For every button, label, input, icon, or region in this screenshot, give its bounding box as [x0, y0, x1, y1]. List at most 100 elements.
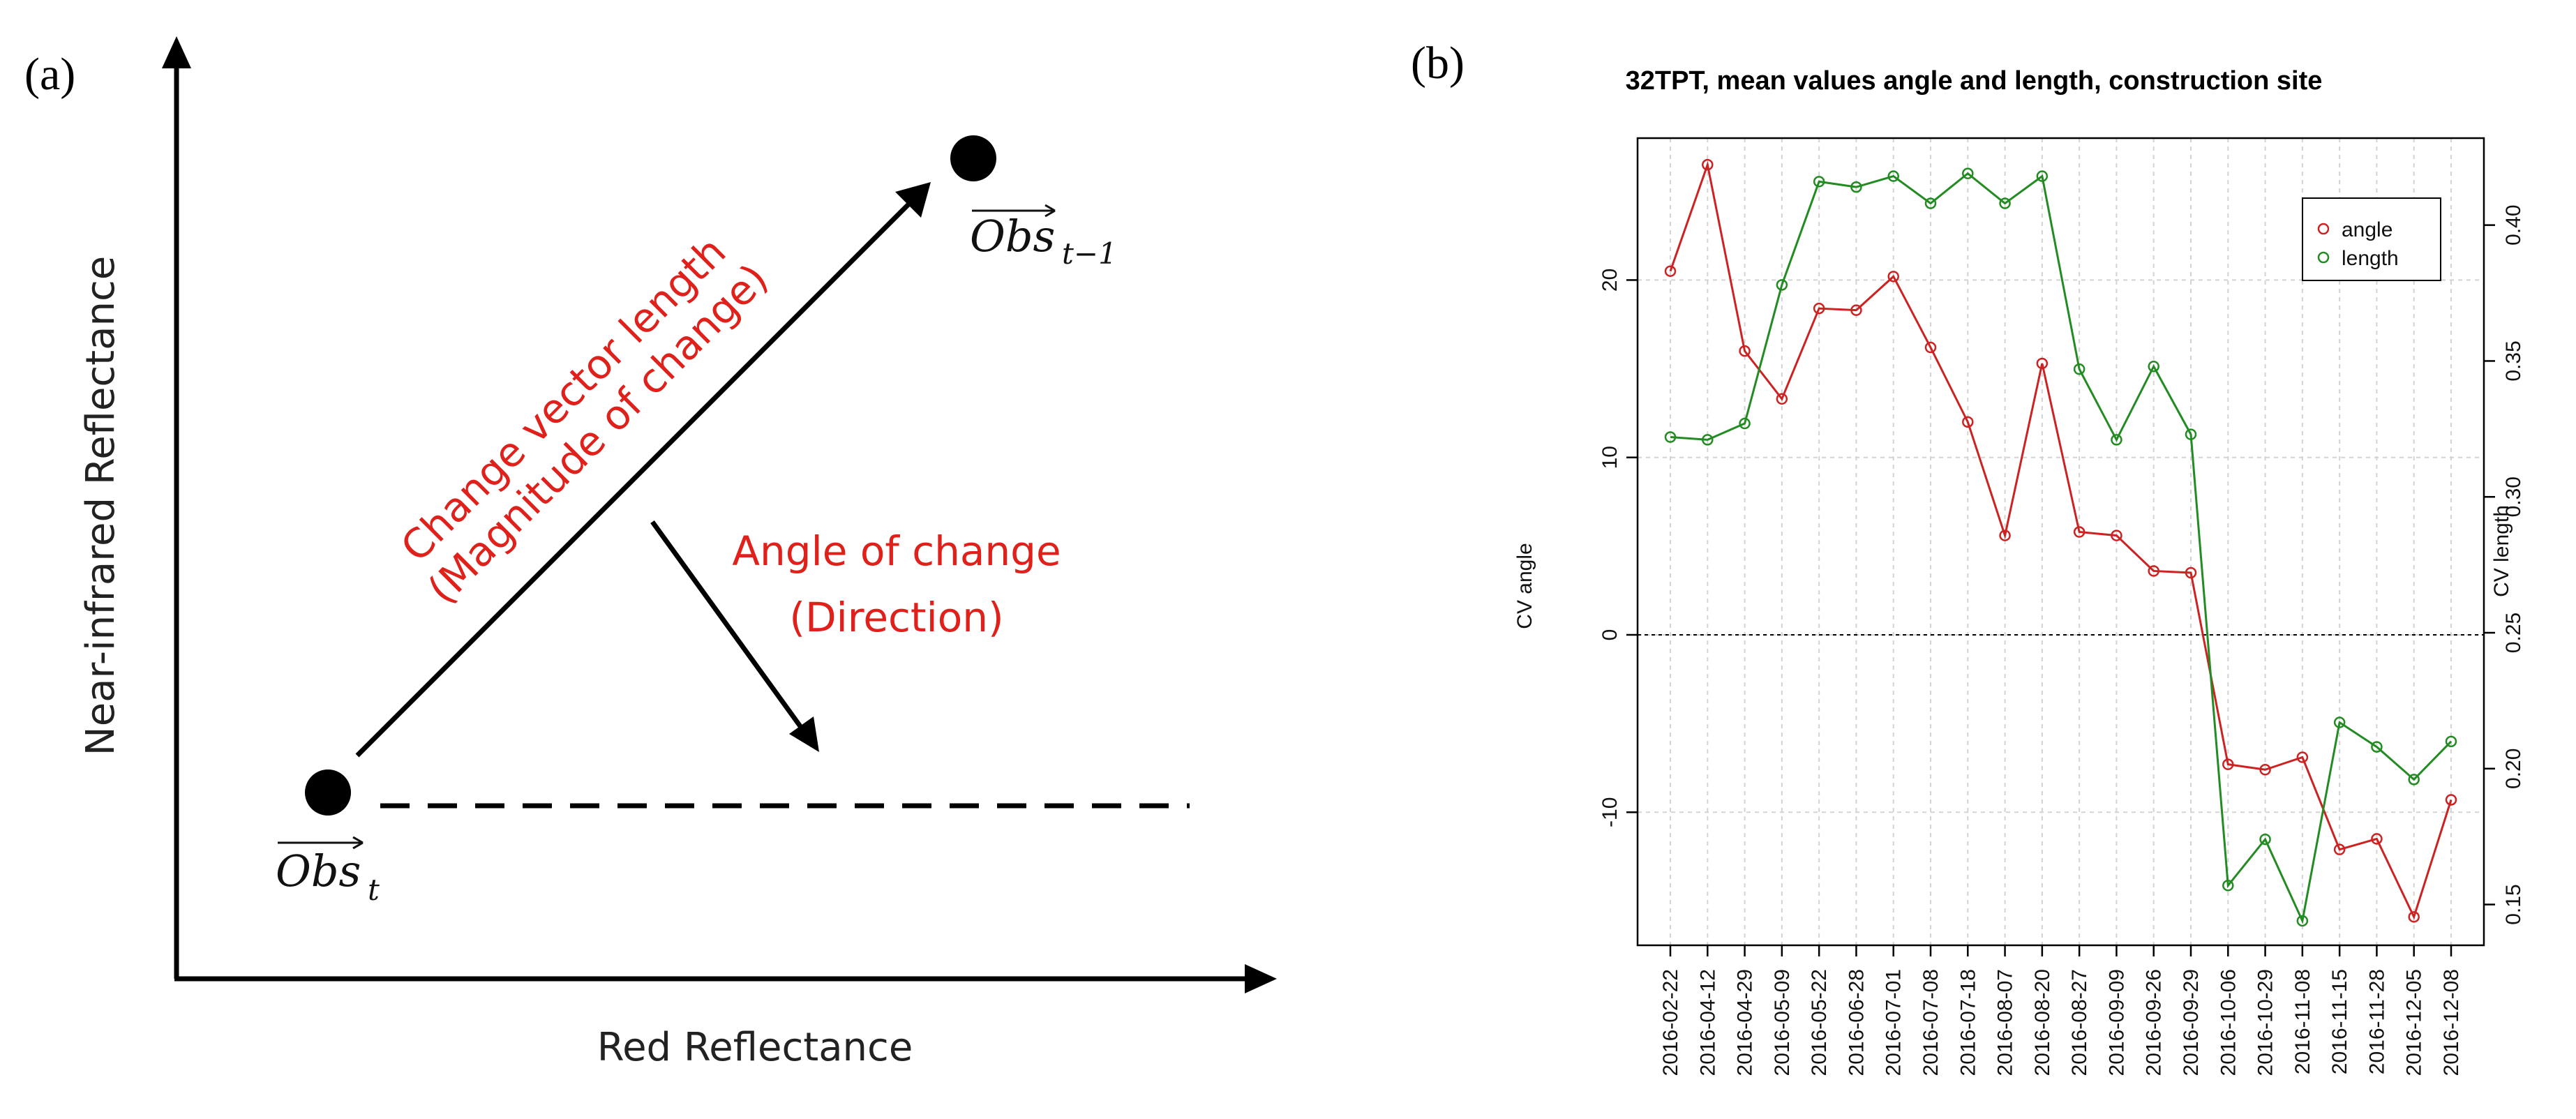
right-tick-label: 0.40: [2502, 204, 2525, 245]
plot-area: -10 0 10 20 0.15 0.20 0.25 0.30 0.35 0.40 2016-02-…: [1598, 137, 2525, 1076]
data-point-length: [1962, 167, 1974, 179]
data-point-length: [1776, 279, 1788, 291]
data-point-length: [1739, 417, 1751, 430]
data-point-angle: [2259, 764, 2271, 776]
x-tick-label: 2016-02-22: [1659, 969, 1682, 1076]
data-point-angle: [2036, 357, 2049, 370]
right-y-axis-label: CV length: [2490, 505, 2513, 597]
data-point-angle: [2333, 843, 2346, 855]
obs-t1-point: [950, 135, 996, 181]
data-point-angle: [2111, 530, 2122, 541]
chart-title: 32TPT, mean values angle and length, con…: [1626, 66, 2323, 96]
data-point-length: [1664, 431, 1677, 443]
x-tick-label: 2016-12-08: [2440, 969, 2463, 1076]
data-point-angle: [1813, 302, 1825, 315]
data-point-length: [2333, 716, 2346, 728]
panel-b: (b) 32TPT, mean values angle and length,…: [1411, 38, 2525, 1076]
data-point-length: [2408, 774, 2420, 786]
x-tick-label: 2016-07-18: [1956, 969, 1979, 1076]
obs-t-main: Obs: [276, 846, 361, 896]
data-point-length: [2371, 741, 2383, 753]
data-point-length: [1702, 434, 1714, 446]
obs-t-sub: t: [368, 873, 380, 907]
right-tick-label: 0.15: [2502, 884, 2525, 924]
data-point-angle: [2408, 911, 2420, 923]
change-vector-arrow: [355, 201, 912, 758]
data-point-angle: [2296, 751, 2309, 763]
x-tick-label: 2016-04-29: [1734, 969, 1757, 1076]
x-tick-label: 2016-07-01: [1882, 969, 1905, 1076]
x-tick-label: 2016-04-12: [1696, 969, 1719, 1076]
x-tick-label: 2016-07-08: [1919, 969, 1942, 1076]
left-tick-label: 10: [1598, 446, 1622, 469]
data-point-angle: [1664, 265, 1677, 277]
data-point-angle: [1739, 345, 1751, 357]
x-tick-label: 2016-05-09: [1771, 969, 1794, 1076]
change-vector-arrowhead: [895, 182, 931, 218]
vector-length-line2: (Magnitude of change): [419, 255, 777, 613]
data-point-length: [1850, 181, 1862, 193]
x-tick-label: 2016-12-05: [2403, 969, 2426, 1076]
data-point-angle: [1962, 416, 1974, 428]
right-tick-label: 0.20: [2502, 749, 2525, 789]
legend-label-length: length: [2342, 247, 2399, 270]
x-tick-label: 2016-11-15: [2328, 969, 2351, 1074]
x-tick-label: 2016-06-28: [1845, 969, 1868, 1076]
obs-t-vector-tip: [352, 836, 364, 850]
data-point-length: [1999, 197, 2011, 209]
data-point-length: [1887, 170, 1899, 182]
data-point-angle: [1776, 393, 1788, 405]
data-point-angle: [2222, 758, 2234, 770]
data-point-length: [2259, 833, 2271, 846]
x-tick-label: 2016-05-22: [1808, 969, 1831, 1076]
angle-label-line2: (Direction): [789, 594, 1003, 641]
legend-marker-angle: [2317, 223, 2330, 235]
legend-label-angle: angle: [2342, 218, 2392, 241]
data-point-length: [1924, 197, 1937, 209]
obs-t1-sub: t−1: [1062, 236, 1117, 271]
vector-length-label: Change vector length (Magnitude of chang…: [391, 227, 777, 613]
x-tick-label: 2016-10-29: [2254, 969, 2277, 1076]
x-tick-label: 2016-10-06: [2217, 969, 2240, 1076]
data-point-angle: [2445, 794, 2457, 806]
right-tick-label: 0.25: [2502, 613, 2525, 653]
data-point-angle: [1702, 158, 1714, 171]
panel-label-a: (a): [24, 49, 75, 100]
obs-t-label: Obs t: [276, 836, 380, 907]
x-tick-label: 2016-08-27: [2068, 969, 2091, 1076]
data-point-length: [1813, 176, 1825, 188]
data-point-angle: [2148, 565, 2159, 577]
data-point-angle: [1887, 271, 1899, 283]
legend-marker-length: [2317, 251, 2330, 264]
data-point-length: [2111, 434, 2122, 446]
plot-frame: [1636, 137, 2485, 947]
right-tick-label: 0.30: [2502, 476, 2525, 517]
right-tick-label: 0.35: [2502, 340, 2525, 381]
data-point-length: [2185, 428, 2197, 440]
x-tick-label: 2016-11-28: [2365, 969, 2388, 1074]
obs-t1-label: Obs t−1: [970, 204, 1117, 271]
data-point-length: [2148, 360, 2159, 373]
vector-length-line1: Change vector length: [391, 227, 735, 571]
series-line-length: [1670, 172, 2453, 924]
data-point-length: [2296, 915, 2309, 927]
data-point-length: [2222, 880, 2234, 892]
direction-arrowhead: [789, 716, 819, 752]
obs-t-point: [305, 769, 351, 816]
data-point-angle: [1850, 304, 1862, 316]
x-axis-arrowhead: [1245, 964, 1277, 993]
left-tick-label: 20: [1598, 269, 1622, 292]
left-tick-label: 0: [1598, 629, 1622, 641]
legend: angle length: [2302, 197, 2441, 281]
direction-arrow: [650, 520, 806, 733]
left-y-axis-label: CV angle: [1513, 543, 1536, 629]
data-point-angle: [1999, 530, 2011, 541]
x-tick-label: 2016-09-26: [2143, 969, 2166, 1076]
data-point-angle: [2185, 566, 2197, 579]
data-point-angle: [2371, 833, 2383, 845]
data-point-length: [2445, 735, 2457, 748]
left-tick-label: -10: [1598, 797, 1622, 827]
x-tick-label: 2016-11-08: [2291, 969, 2314, 1074]
panel-label-b: (b): [1411, 38, 1465, 89]
x-tick-label: 2016-08-07: [1994, 969, 2017, 1076]
